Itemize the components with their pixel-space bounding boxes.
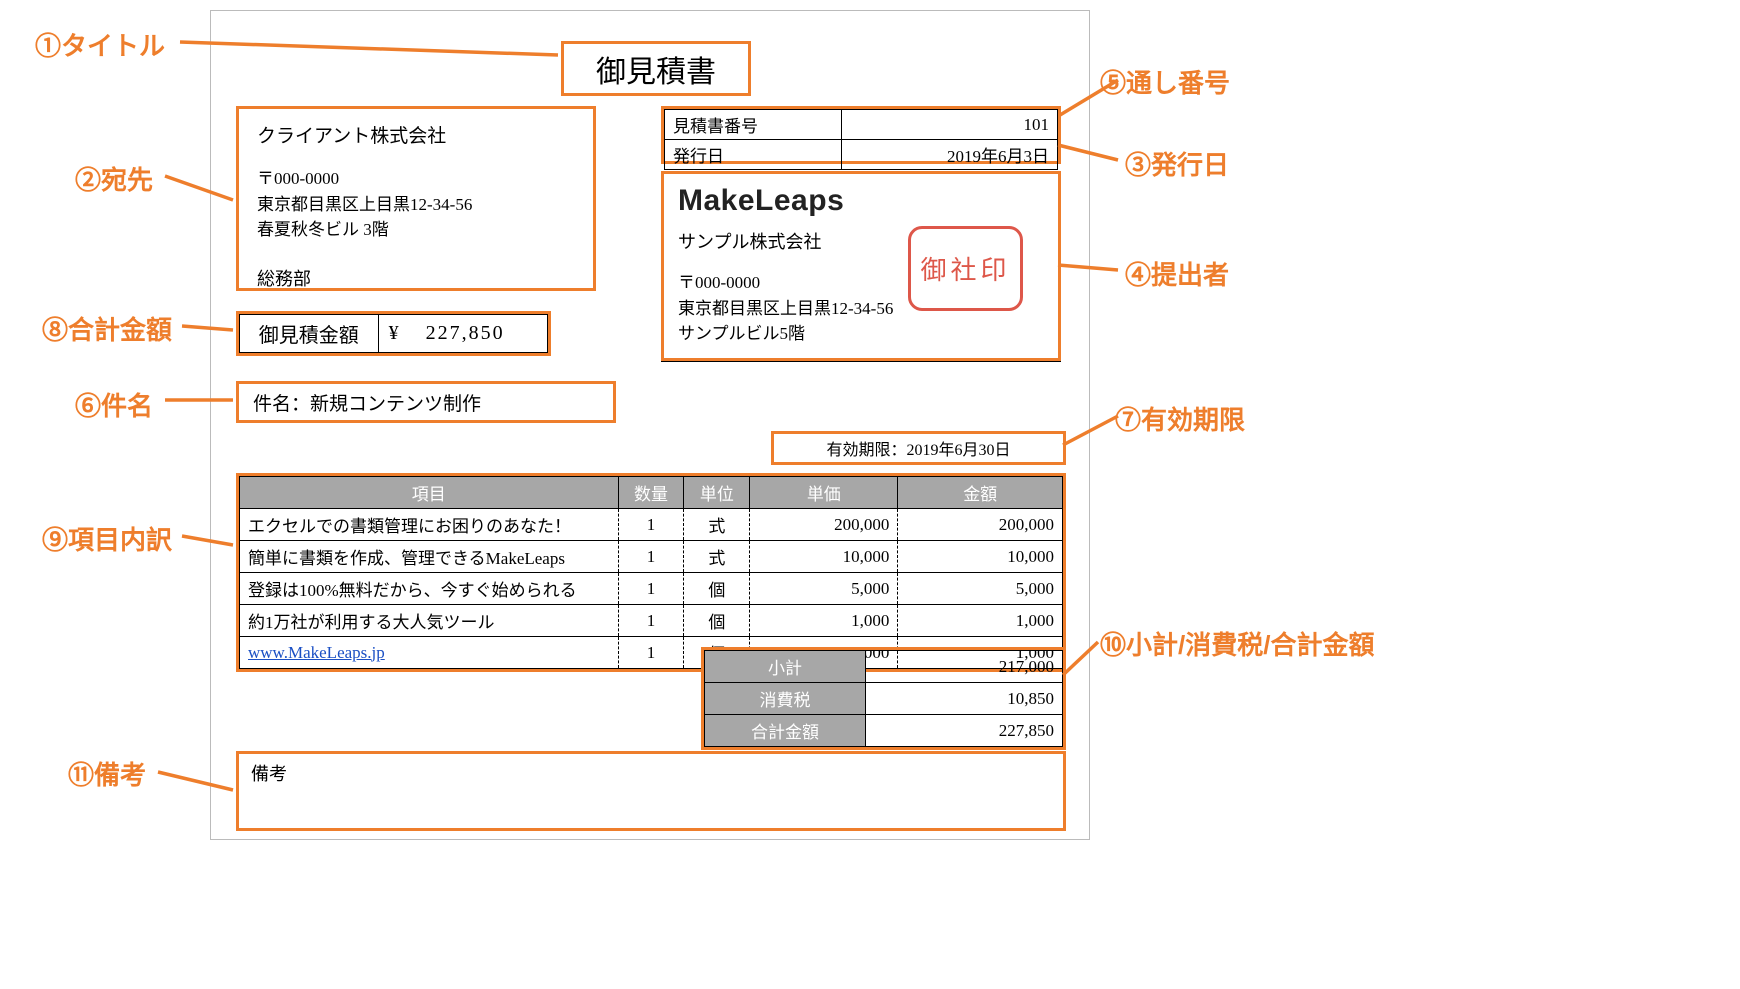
- col-item: 項目: [240, 477, 619, 509]
- cell-price: 1,000: [750, 605, 898, 637]
- col-amount: 金額: [898, 477, 1063, 509]
- valid-until-label: 有効期限：: [826, 436, 906, 460]
- col-price: 単価: [750, 477, 898, 509]
- line-items-block: 項目 数量 単位 単価 金額 エクセルでの書類管理にお困りのあなた！1式200,…: [236, 473, 1066, 672]
- table-row: 登録は100%無料だから、今すぐ始められる1個5,0005,000: [240, 573, 1063, 605]
- recipient-company: クライアント株式会社: [257, 121, 575, 148]
- line-items-table: 項目 数量 単位 単価 金額 エクセルでの書類管理にお困りのあなた！1式200,…: [239, 476, 1063, 669]
- summary-value: 10,850: [866, 683, 1063, 715]
- cell-unit: 個: [684, 605, 750, 637]
- subject-text: 新規コンテンツ制作: [310, 389, 481, 416]
- cell-amount: 5,000: [898, 573, 1063, 605]
- grand-total-block: 御見積金額 ¥ 227,850: [236, 311, 551, 356]
- grand-total-label: 御見積金額: [240, 315, 379, 353]
- valid-until-block: 有効期限： 2019年6月30日: [771, 431, 1066, 465]
- cell-qty: 1: [618, 573, 684, 605]
- grand-total-value: 227,850: [426, 322, 505, 344]
- cell-item: 登録は100%無料だから、今すぐ始められる: [240, 573, 619, 605]
- item-link[interactable]: www.MakeLeaps.jp: [248, 643, 385, 662]
- subject-label: 件名：: [253, 389, 310, 416]
- valid-until-value: 2019年6月30日: [907, 436, 1011, 460]
- callout-serial: ⑤通し番号: [1100, 63, 1230, 100]
- col-qty: 数量: [618, 477, 684, 509]
- cell-qty: 1: [618, 541, 684, 573]
- recipient-block: クライアント株式会社 〒000-0000 東京都目黒区上目黒12-34-56 春…: [236, 106, 596, 291]
- sender-block: MakeLeaps サンプル株式会社 〒000-0000 東京都目黒区上目黒12…: [661, 171, 1061, 361]
- cell-unit: 個: [684, 573, 750, 605]
- summary-label: 消費税: [705, 683, 866, 715]
- remarks-label: 備考: [251, 764, 287, 784]
- summary-row: 合計金額227,850: [705, 715, 1063, 747]
- cell-price: 5,000: [750, 573, 898, 605]
- divider: [661, 361, 1061, 362]
- summary-value: 227,850: [866, 715, 1063, 747]
- callout-remarks: ⑪備考: [68, 755, 146, 792]
- summary-row: 小計217,000: [705, 651, 1063, 683]
- cell-amount: 200,000: [898, 509, 1063, 541]
- issue-date-label: 発行日: [665, 140, 842, 170]
- callout-recipient: ②宛先: [75, 160, 153, 197]
- doc-number-label: 見積書番号: [665, 110, 842, 140]
- sender-logo: MakeLeaps: [678, 184, 1044, 218]
- recipient-addr2: 春夏秋冬ビル 3階: [257, 217, 575, 243]
- subject-block: 件名： 新規コンテンツ制作: [236, 381, 616, 423]
- cell-item: 約1万社が利用する大人気ツール: [240, 605, 619, 637]
- quotation-sheet: 御見積書 クライアント株式会社 〒000-0000 東京都目黒区上目黒12-34…: [210, 10, 1090, 840]
- cell-qty: 1: [618, 605, 684, 637]
- cell-amount: 1,000: [898, 605, 1063, 637]
- issue-date-value: 2019年6月3日: [841, 140, 1057, 170]
- doc-meta-block: 見積書番号 101 発行日 2019年6月3日: [661, 106, 1061, 164]
- cell-qty: 1: [618, 637, 684, 669]
- callout-valid: ⑦有効期限: [1115, 400, 1245, 437]
- callout-items: ⑨項目内訳: [42, 520, 172, 557]
- summary-row: 消費税10,850: [705, 683, 1063, 715]
- cell-unit: 式: [684, 509, 750, 541]
- callout-title: ①タイトル: [35, 26, 165, 63]
- cell-qty: 1: [618, 509, 684, 541]
- callout-summary: ⑩小計/消費税/合計金額: [1100, 625, 1374, 662]
- cell-item: 簡単に書類を作成、管理できるMakeLeaps: [240, 541, 619, 573]
- grand-total-currency: ¥: [389, 322, 401, 344]
- doc-number-value: 101: [841, 110, 1057, 140]
- cell-price: 10,000: [750, 541, 898, 573]
- cell-unit: 式: [684, 541, 750, 573]
- recipient-addr1: 東京都目黒区上目黒12-34-56: [257, 192, 575, 218]
- recipient-dept: 総務部: [257, 265, 575, 291]
- table-row: エクセルでの書類管理にお困りのあなた！1式200,000200,000: [240, 509, 1063, 541]
- callout-grand-total: ⑧合計金額: [42, 310, 172, 347]
- table-row: 約1万社が利用する大人気ツール1個1,0001,000: [240, 605, 1063, 637]
- summary-label: 合計金額: [705, 715, 866, 747]
- company-seal-icon: 御社印: [908, 226, 1023, 311]
- callout-subject: ⑥件名: [75, 386, 153, 423]
- sender-addr2: サンプルビル5階: [678, 321, 1044, 347]
- remarks-block: 備考: [236, 751, 1066, 831]
- cell-amount: 10,000: [898, 541, 1063, 573]
- recipient-postal: 〒000-0000: [257, 166, 575, 192]
- cell-item: www.MakeLeaps.jp: [240, 637, 619, 669]
- doc-title: 御見積書: [561, 41, 751, 96]
- col-unit: 単位: [684, 477, 750, 509]
- callout-issue-date: ③発行日: [1125, 145, 1229, 182]
- summary-value: 217,000: [866, 651, 1063, 683]
- table-row: 簡単に書類を作成、管理できるMakeLeaps1式10,00010,000: [240, 541, 1063, 573]
- summary-block: 小計217,000消費税10,850合計金額227,850: [701, 647, 1066, 750]
- cell-item: エクセルでの書類管理にお困りのあなた！: [240, 509, 619, 541]
- cell-price: 200,000: [750, 509, 898, 541]
- callout-sender: ④提出者: [1125, 255, 1229, 292]
- summary-label: 小計: [705, 651, 866, 683]
